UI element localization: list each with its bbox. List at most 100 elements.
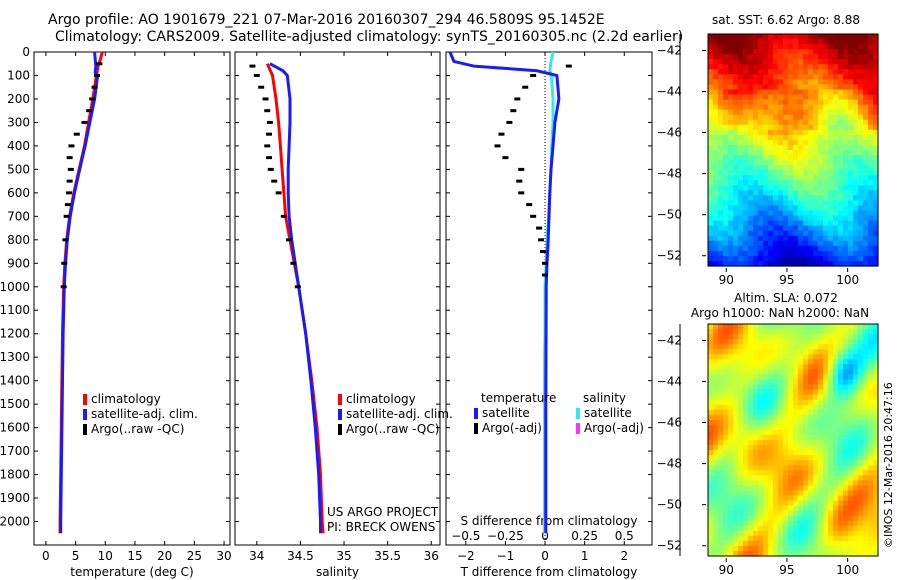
- sla-heatmap-cell: [833, 349, 839, 355]
- sst-heatmap-cell: [763, 215, 769, 222]
- sla-heatmap-cell: [803, 399, 809, 406]
- sst-heatmap-cell: [828, 99, 834, 106]
- sla-heatmap-cell: [783, 465, 789, 471]
- sla-heatmap-cell: [833, 399, 839, 406]
- sla-heatmap-cell: [743, 414, 749, 421]
- sst-heatmap-cell: [743, 240, 749, 247]
- sst-heatmap-cell: [813, 165, 819, 171]
- sst-heatmap-cell: [843, 155, 849, 161]
- sla-heatmap-cell: [728, 515, 734, 522]
- sst-heatmap-cell: [858, 64, 864, 70]
- sst-heatmap-cell: [718, 34, 724, 40]
- sst-heatmap-cell: [873, 144, 879, 151]
- sla-heatmap-cell: [748, 349, 754, 355]
- sla-heatmap-cell: [868, 364, 874, 370]
- sla-heatmap-cell: [823, 465, 829, 471]
- map-lat-label: −48: [657, 167, 682, 181]
- sst-heatmap-cell: [813, 89, 819, 96]
- sla-heatmap-cell: [743, 480, 749, 486]
- sst-heatmap-cell: [803, 200, 809, 207]
- sla-heatmap-cell: [753, 540, 759, 547]
- sla-heatmap-cell: [863, 525, 869, 532]
- sst-heatmap-cell: [838, 59, 844, 65]
- sla-heatmap-cell: [843, 455, 849, 461]
- sst-heatmap-cell: [713, 225, 719, 232]
- sst-heatmap-cell: [788, 225, 794, 232]
- sst-heatmap-cell: [853, 225, 859, 232]
- sla-heatmap-cell: [873, 465, 879, 471]
- sst-heatmap-cell: [833, 49, 839, 55]
- sst-heatmap-cell: [813, 74, 819, 80]
- sla-heatmap-cell: [823, 429, 829, 436]
- sla-heatmap-cell: [793, 339, 799, 345]
- sla-heatmap-cell: [763, 460, 769, 466]
- sst-heatmap-cell: [793, 59, 799, 65]
- sla-heatmap-cell: [833, 394, 839, 401]
- sla-heatmap-cell: [738, 475, 744, 481]
- sla-heatmap-cell: [803, 520, 809, 527]
- sla-heatmap-cell: [848, 434, 854, 441]
- sst-heatmap-cell: [768, 150, 774, 156]
- sst-heatmap-cell: [868, 139, 874, 146]
- sla-heatmap-cell: [788, 485, 794, 492]
- sla-heatmap-cell: [838, 339, 844, 345]
- sla-heatmap-cell: [708, 424, 714, 431]
- sla-heatmap-cell: [738, 359, 744, 365]
- sst-heatmap-cell: [738, 94, 744, 101]
- sla-heatmap-cell: [768, 505, 774, 512]
- sst-heatmap-cell: [818, 44, 824, 50]
- sst-heatmap-cell: [793, 155, 799, 161]
- sla-heatmap-cell: [818, 460, 824, 466]
- sst-heatmap-cell: [753, 240, 759, 247]
- sla-heatmap-cell: [853, 364, 859, 370]
- sla-heatmap-cell: [773, 424, 779, 431]
- sla-heatmap-cell: [818, 455, 824, 461]
- sla-heatmap-cell: [808, 485, 814, 492]
- sst-heatmap-cell: [773, 250, 779, 257]
- sla-heatmap-cell: [763, 475, 769, 481]
- sla-heatmap-cell: [748, 324, 754, 330]
- sla-heatmap-cell: [823, 505, 829, 512]
- sst-heatmap-cell: [743, 49, 749, 55]
- sla-heatmap-cell: [848, 429, 854, 436]
- sla-heatmap-cell: [763, 329, 769, 335]
- sla-heatmap-cell: [833, 455, 839, 461]
- sla-heatmap-cell: [718, 339, 724, 345]
- sla-heatmap-cell: [818, 334, 824, 340]
- sla-heatmap-cell: [748, 535, 754, 542]
- sst-heatmap-cell: [738, 134, 744, 141]
- sla-heatmap-cell: [843, 404, 849, 411]
- sla-heatmap-cell: [768, 465, 774, 471]
- sla-heatmap-cell: [823, 414, 829, 421]
- sst-heatmap-cell: [828, 134, 834, 141]
- sla-heatmap-cell: [843, 460, 849, 466]
- sst-heatmap-cell: [868, 34, 874, 40]
- sst-heatmap-cell: [833, 210, 839, 217]
- sla-heatmap-cell: [813, 384, 819, 391]
- sla-heatmap-cell: [733, 500, 739, 507]
- sst-heatmap-cell: [843, 165, 849, 171]
- sst-heatmap-cell: [828, 175, 834, 181]
- sla-heatmap-cell: [783, 379, 789, 386]
- sst-heatmap-cell: [818, 54, 824, 60]
- sst-heatmap-cell: [723, 230, 729, 237]
- sla-heatmap-cell: [753, 525, 759, 532]
- sla-heatmap-cell: [798, 525, 804, 532]
- sst-heatmap-cell: [728, 250, 734, 257]
- sla-heatmap-cell: [768, 440, 774, 446]
- sst-heatmap-cell: [788, 74, 794, 80]
- sla-heatmap-cell: [758, 359, 764, 365]
- sla-heatmap-cell: [763, 490, 769, 497]
- sst-heatmap-cell: [848, 220, 854, 227]
- sla-heatmap-cell: [758, 409, 764, 416]
- sst-heatmap-cell: [808, 255, 814, 262]
- sst-heatmap-cell: [813, 119, 819, 126]
- sst-heatmap-cell: [728, 240, 734, 247]
- sst-heatmap-cell: [808, 225, 814, 232]
- sla-heatmap-cell: [738, 490, 744, 497]
- sst-heatmap-cell: [833, 39, 839, 45]
- sla-heatmap-cell: [748, 470, 754, 476]
- sst-heatmap-cell: [788, 255, 794, 262]
- sst-heatmap-cell: [823, 74, 829, 80]
- sst-heatmap-cell: [833, 104, 839, 111]
